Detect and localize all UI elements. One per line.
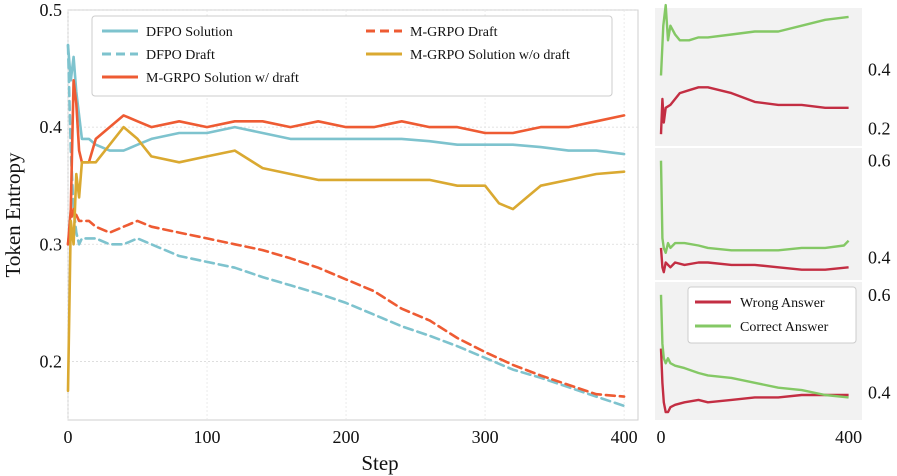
series-line-dfpo-solution	[66, 43, 626, 156]
side-legend: Wrong Answer Correct Answer	[687, 286, 857, 344]
legend-wrong-answer: Wrong Answer	[740, 296, 825, 311]
panel-2-y-tick-label: 0.6	[868, 151, 891, 171]
x-tick-label: 200	[333, 427, 360, 447]
x-tick-label: 300	[472, 427, 499, 447]
side-panel-1-bg	[655, 8, 862, 146]
x-axis-label: Step	[361, 451, 398, 475]
y-tick-label: 0.5	[40, 0, 63, 20]
main-legend: DFPO Solution DFPO Draft M-GRPO Solution…	[91, 15, 613, 97]
side-x-tick-label: 0	[657, 427, 666, 447]
panel-3-y-tick-label: 0.4	[868, 383, 891, 403]
panel-1-correct-answer-line	[659, 3, 849, 76]
panel-1-y-tick-label: 0.4	[868, 60, 891, 80]
panel-2-correct-answer-line	[659, 160, 850, 255]
panel-1-wrong-answer-line	[659, 86, 849, 135]
side-panel-2-bg	[655, 148, 862, 280]
legend-dfpo-draft: DFPO Draft	[146, 48, 215, 63]
main-plot: 0.2 0.3 0.4 0.5 0 100 200 300 400 Step Token Ent…	[1, 0, 639, 475]
legend-wo-draft: M-GRPO Solution w/o draft	[410, 48, 570, 63]
panel-2-y-tick-label: 0.4	[868, 248, 891, 268]
y-axis-label: Token Entropy	[1, 152, 25, 278]
panel-3-wrong-answer-line	[659, 348, 849, 414]
panel-3-y-tick-label: 0.6	[868, 285, 891, 305]
y-tick-label: 0.3	[40, 234, 63, 254]
x-tick-label: 100	[194, 427, 221, 447]
legend-mgrpo-draft: M-GRPO Draft	[410, 25, 498, 40]
x-tick-label: 400	[611, 427, 638, 447]
legend-correct-answer: Correct Answer	[740, 320, 829, 335]
series-line-m-grpo-draft	[66, 207, 626, 398]
legend-mgrpo-solution: M-GRPO Solution w/ draft	[146, 71, 299, 86]
legend-box	[91, 15, 613, 97]
panel-1-y-tick-label: 0.2	[868, 118, 891, 138]
panel-3-correct-answer-line	[659, 294, 849, 399]
series-line-m-grpo-solution-w-o-draft	[66, 125, 626, 393]
y-tick-label: 0.2	[40, 351, 63, 371]
panel-2-wrong-answer-line	[659, 247, 849, 274]
series-line-m-grpo-solution-w-draft	[66, 79, 626, 246]
legend-dfpo-solution: DFPO Solution	[146, 25, 233, 40]
series-line-dfpo-draft	[66, 43, 626, 408]
side-panels: 0.2 0.4 0.4 0.6 0.4 0.6 0 400 Wrong Answer Corr…	[655, 3, 891, 447]
side-x-tick-label: 400	[835, 427, 862, 447]
x-tick-label: 0	[64, 427, 73, 447]
y-tick-label: 0.4	[40, 117, 63, 137]
